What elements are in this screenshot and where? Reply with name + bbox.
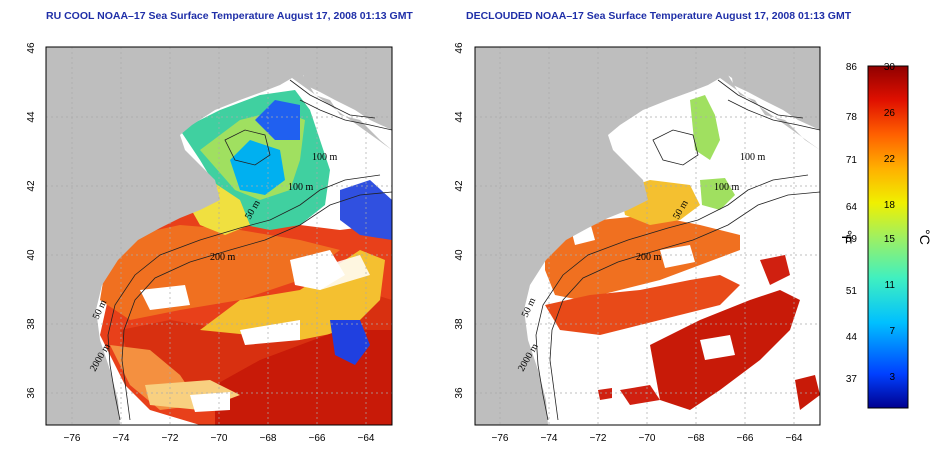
right-contour-label-100m-a: 100 m (740, 152, 766, 163)
right-y-tick: 46 (454, 42, 465, 54)
left-contour-label-200m: 200 m (210, 252, 236, 263)
right-x-tick: −70 (639, 433, 656, 444)
colorbar-celsius-ticks: 30 26 22 18 15 11 7 3 (884, 62, 896, 383)
f-tick: 37 (846, 374, 858, 385)
right-bathymetry-contours (535, 79, 820, 421)
right-map-panel: 100 m 100 m 50 m 200 m 50 m 2000 m (474, 46, 821, 426)
right-graticule (475, 47, 820, 425)
f-tick: 71 (846, 155, 858, 166)
right-map-frame (474, 46, 821, 426)
left-y-tick: 38 (26, 318, 37, 330)
left-y-tick: 36 (26, 387, 37, 399)
f-tick: 78 (846, 112, 858, 123)
c-tick: 26 (884, 108, 896, 119)
left-x-tick: −64 (358, 433, 375, 444)
left-contour-label-100m-a: 100 m (312, 152, 338, 163)
celsius-unit-label: °C (917, 229, 933, 245)
left-x-tick: −68 (260, 433, 277, 444)
fahrenheit-unit-label: °F (839, 230, 855, 244)
colorbar-fahrenheit-ticks: 86 78 71 64 59 51 44 37 (846, 62, 858, 385)
right-x-tick: −74 (541, 433, 558, 444)
right-y-tick: 42 (454, 180, 465, 192)
left-panel-title: RU COOL NOAA–17 Sea Surface Temperature … (46, 10, 413, 22)
right-y-tick: 38 (454, 318, 465, 330)
left-x-tick: −70 (211, 433, 228, 444)
right-x-tick: −68 (688, 433, 705, 444)
left-land-mass (46, 47, 392, 425)
left-nova-scotia (300, 47, 392, 130)
left-contour-label-100m-b: 100 m (288, 182, 314, 193)
left-y-tick: 46 (26, 42, 37, 54)
c-tick: 18 (884, 200, 896, 211)
f-tick: 86 (846, 62, 858, 73)
left-y-tick: 42 (26, 180, 37, 192)
c-tick: 30 (884, 62, 896, 73)
right-x-tick-labels: −76 −74 −72 −70 −68 −66 −64 (492, 433, 803, 444)
left-y-tick-labels: 46 44 42 40 38 36 (26, 42, 37, 399)
right-nova-scotia (728, 47, 820, 130)
c-tick: 11 (885, 280, 896, 291)
c-tick: 15 (884, 234, 896, 245)
right-x-tick: −72 (590, 433, 607, 444)
c-tick: 7 (889, 326, 895, 337)
left-graticule (46, 47, 392, 425)
left-x-tick: −72 (162, 433, 179, 444)
c-tick: 22 (884, 154, 896, 165)
f-tick: 44 (846, 332, 858, 343)
right-x-tick: −64 (786, 433, 803, 444)
left-x-tick: −74 (113, 433, 130, 444)
left-map-frame (45, 46, 393, 426)
right-land-mass (475, 47, 820, 425)
right-x-tick: −76 (492, 433, 509, 444)
f-tick: 51 (846, 286, 858, 297)
right-y-tick: 44 (454, 111, 465, 123)
left-x-tick: −66 (309, 433, 326, 444)
right-y-tick: 36 (454, 387, 465, 399)
right-y-tick: 40 (454, 249, 465, 261)
colorbar-gradient (867, 65, 909, 409)
f-tick: 64 (846, 202, 858, 213)
right-contour-label-200m: 200 m (636, 252, 662, 263)
right-panel-title: DECLOUDED NOAA–17 Sea Surface Temperatur… (466, 10, 852, 22)
right-contour-label-100m-b: 100 m (714, 182, 740, 193)
left-y-tick: 40 (26, 249, 37, 261)
colorbar: 86 78 71 64 59 51 44 37 30 26 22 18 15 1… (839, 62, 933, 409)
right-x-tick: −66 (737, 433, 754, 444)
left-map-panel: 100 m 100 m 50 m 200 m 50 m 2000 m (45, 46, 393, 426)
left-y-tick: 44 (26, 111, 37, 123)
left-bathymetry-contours (107, 79, 392, 421)
right-y-tick-labels: 46 44 42 40 38 36 (454, 42, 465, 399)
left-x-tick-labels: −76 −74 −72 −70 −68 −66 −64 (64, 433, 375, 444)
left-x-tick: −76 (64, 433, 81, 444)
f-tick: 59 (846, 234, 858, 245)
c-tick: 3 (889, 372, 895, 383)
